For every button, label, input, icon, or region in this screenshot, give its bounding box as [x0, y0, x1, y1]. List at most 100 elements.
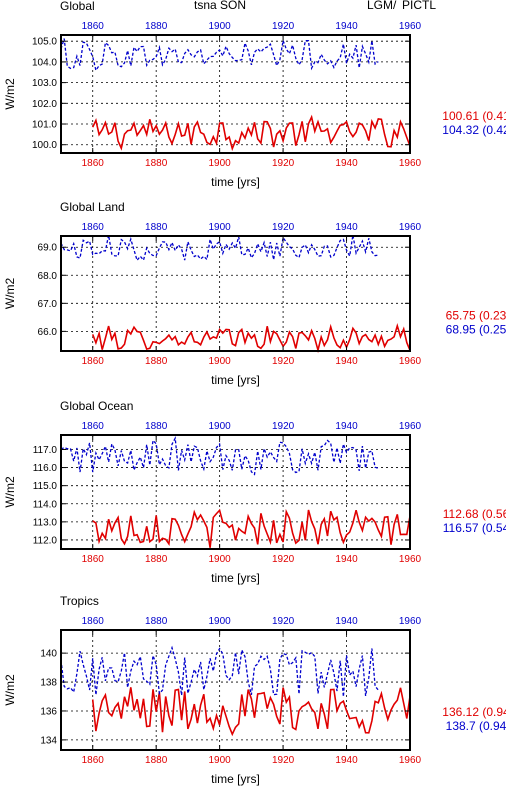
y-tick-label: 112.0 [33, 535, 58, 546]
y-tick-label: 100.0 [32, 140, 57, 151]
y-tick-label: 67.0 [38, 299, 58, 310]
panel-title: Global Land [60, 200, 125, 214]
panel-2: Global Ocean 112.68 (0.56)116.57 (0.54) 18… [3, 399, 506, 585]
y-tick-label: 101.0 [32, 120, 57, 131]
x-tick-label-bottom: 1920 [272, 356, 295, 367]
x-tick-label-bottom: 1900 [209, 755, 232, 766]
x-tick-label-top: 1940 [335, 21, 358, 32]
series-annotation-lgm: 112.68 (0.56) [443, 507, 506, 521]
series-line-pictl [60, 645, 379, 697]
panel-1: Global Land 65.75 (0.23)68.95 (0.25) 1860 1… [3, 200, 506, 387]
panel-title: Tropics [60, 594, 99, 608]
plot-frame [60, 34, 411, 154]
plot-frame [60, 235, 411, 352]
series-annotation-pictl: 138.7 (0.94) [446, 719, 506, 733]
x-tick-label-top: 1860 [82, 616, 105, 627]
x-tick-label-bottom: 1960 [399, 755, 422, 766]
x-tick-label-top: 1940 [335, 421, 358, 432]
y-tick-label: 116.0 [33, 463, 58, 474]
x-tick-label-bottom: 1860 [82, 755, 105, 766]
x-tick-label-bottom: 1940 [335, 158, 358, 169]
x-axis-label: time [yrs] [211, 772, 260, 786]
x-tick-label-bottom: 1960 [399, 554, 422, 565]
x-axis-label: time [yrs] [211, 175, 260, 189]
y-tick-label: 117.0 [33, 445, 58, 456]
x-tick-label-top: 1900 [209, 421, 232, 432]
x-tick-label-top: 1920 [272, 21, 295, 32]
series-annotation-pictl: 68.95 (0.25) [446, 323, 506, 337]
y-tick-label: 102.0 [32, 99, 57, 110]
x-tick-label-bottom: 1940 [335, 356, 358, 367]
x-tick-label-bottom: 1880 [145, 356, 168, 367]
y-tick-label: 105.0 [32, 37, 57, 48]
series-annotation-pictl: 104.32 (0.42) [442, 123, 506, 137]
y-tick-label: 138 [40, 678, 57, 689]
y-tick-label: 114.0 [33, 499, 58, 510]
x-tick-label-top: 1860 [82, 421, 105, 432]
y-axis-label: W/m2 [3, 476, 17, 508]
header-variable-title: tsna SON [194, 0, 246, 12]
y-axis-label: W/m2 [3, 78, 17, 110]
x-tick-label-bottom: 1940 [335, 755, 358, 766]
series-line-lgm [91, 687, 411, 737]
x-tick-label-bottom: 1880 [145, 158, 168, 169]
series-line-lgm [91, 114, 411, 152]
panel-title: Global Ocean [60, 399, 133, 413]
x-tick-label-top: 1960 [399, 616, 422, 627]
chart-panels: Global 100.61 (0.41)104.32 (0.42) 1860 1880… [3, 0, 506, 786]
x-tick-label-bottom: 1960 [399, 356, 422, 367]
x-tick-label-top: 1880 [145, 222, 168, 233]
y-tick-label: 66.0 [38, 327, 58, 338]
y-tick-label: 69.0 [38, 243, 58, 254]
x-tick-label-top: 1920 [272, 616, 295, 627]
x-tick-label-bottom: 1920 [272, 755, 295, 766]
legend-lgm-label: LGM [367, 0, 393, 12]
x-tick-label-top: 1900 [209, 222, 232, 233]
y-tick-label: 134 [40, 735, 57, 746]
y-tick-label: 113.0 [33, 517, 58, 528]
x-tick-label-top: 1880 [145, 616, 168, 627]
panel-0: Global 100.61 (0.41)104.32 (0.42) 1860 1880… [3, 0, 506, 189]
x-tick-label-top: 1860 [82, 222, 105, 233]
x-tick-label-bottom: 1880 [145, 755, 168, 766]
x-tick-label-bottom: 1940 [335, 554, 358, 565]
x-tick-label-bottom: 1900 [209, 554, 232, 565]
panel-3: Tropics 136.12 (0.94)138.7 (0.94) 1860 1880… [3, 594, 506, 786]
x-tick-label-top: 1860 [82, 21, 105, 32]
series-line-pictl [60, 38, 379, 72]
x-tick-label-top: 1900 [209, 21, 232, 32]
series-annotation-pictl: 116.57 (0.54) [443, 521, 506, 535]
series-line-lgm [91, 322, 411, 354]
y-tick-label: 68.0 [38, 271, 58, 282]
legend-pictl-label: PICTL [402, 0, 436, 12]
x-tick-label-bottom: 1860 [82, 356, 105, 367]
panel-title: Global [60, 0, 95, 13]
x-tick-label-bottom: 1920 [272, 554, 295, 565]
figure-header: tsna SON LGM / PICTL [194, 0, 436, 12]
x-tick-label-top: 1920 [272, 222, 295, 233]
x-tick-label-top: 1900 [209, 616, 232, 627]
y-tick-label: 104.0 [32, 57, 57, 68]
y-axis-label: W/m2 [3, 674, 17, 706]
legend-separator: / [393, 0, 397, 12]
series-annotation-lgm: 136.12 (0.94) [442, 705, 506, 719]
x-tick-label-bottom: 1900 [209, 158, 232, 169]
y-tick-label: 136 [40, 706, 57, 717]
x-tick-label-top: 1940 [335, 616, 358, 627]
y-tick-label: 103.0 [32, 78, 57, 89]
x-tick-label-bottom: 1860 [82, 554, 105, 565]
plot-frame [60, 434, 411, 550]
x-tick-label-bottom: 1880 [145, 554, 168, 565]
series-line-pictl [60, 435, 379, 476]
x-tick-label-bottom: 1860 [82, 158, 105, 169]
series-annotation-lgm: 100.61 (0.41) [442, 109, 506, 123]
x-tick-label-bottom: 1920 [272, 158, 295, 169]
x-tick-label-top: 1960 [399, 421, 422, 432]
x-axis-label: time [yrs] [211, 571, 260, 585]
x-tick-label-bottom: 1900 [209, 356, 232, 367]
y-axis-label: W/m2 [3, 278, 17, 310]
plot-frame [60, 629, 411, 751]
x-tick-label-top: 1960 [399, 21, 422, 32]
y-tick-label: 140 [40, 649, 57, 660]
